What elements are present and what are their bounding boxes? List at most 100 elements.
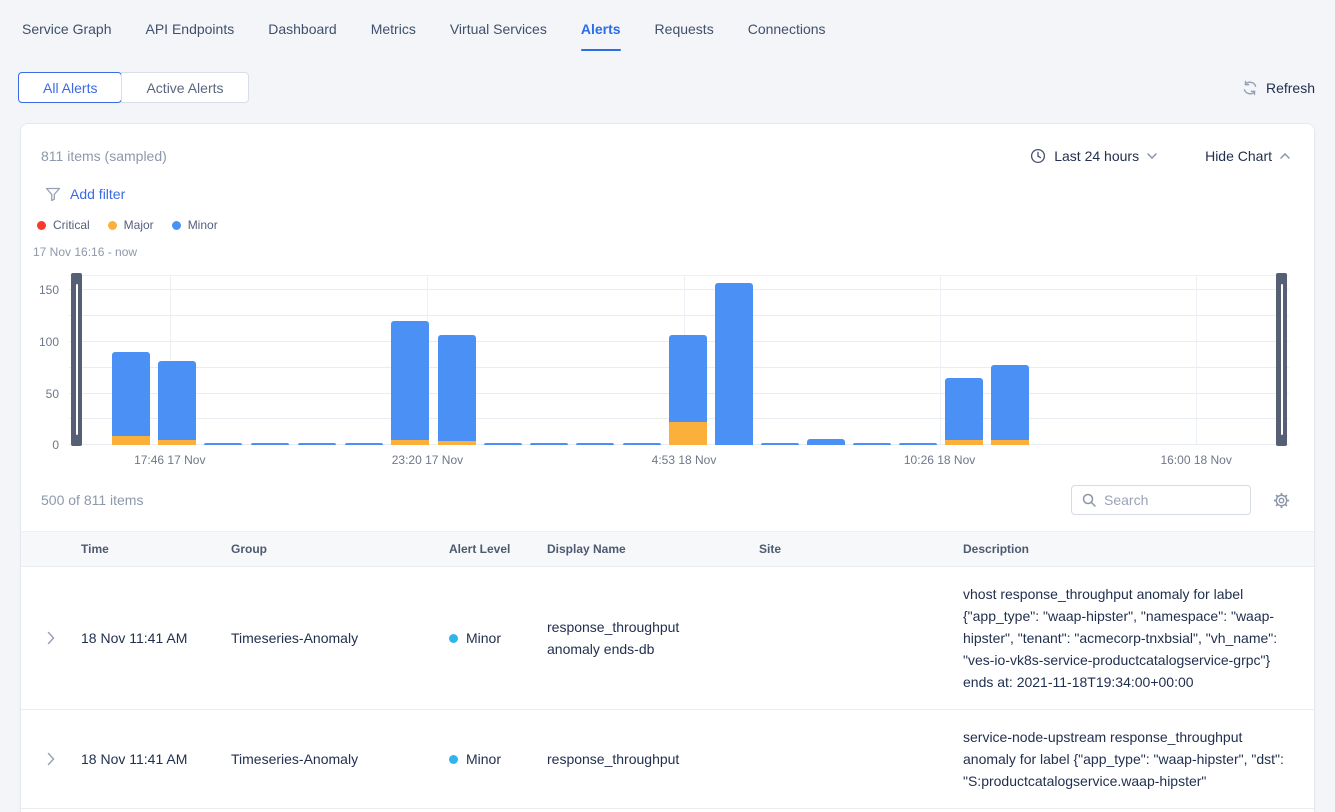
refresh-icon	[1242, 80, 1258, 96]
chart-bar[interactable]	[344, 442, 383, 445]
chart-bar[interactable]	[945, 378, 984, 445]
chart-bar[interactable]	[576, 442, 615, 445]
chart-bar[interactable]	[852, 442, 891, 445]
chart-bar[interactable]	[714, 283, 753, 445]
tab-alerts[interactable]: Alerts	[580, 21, 621, 51]
refresh-button[interactable]: Refresh	[1242, 80, 1315, 96]
column-header-description[interactable]: Description	[963, 542, 1030, 556]
chart-bar[interactable]	[623, 442, 662, 445]
tab-requests[interactable]: Requests	[654, 21, 714, 37]
legend-label: Critical	[53, 218, 90, 232]
column-header-group[interactable]: Group	[231, 542, 267, 556]
add-filter-button[interactable]: Add filter	[45, 186, 125, 202]
bar-segment-minor	[576, 442, 615, 445]
chart-bar[interactable]	[484, 442, 523, 445]
column-header-alert-level[interactable]: Alert Level	[449, 542, 511, 556]
table-settings-button[interactable]	[1273, 492, 1290, 509]
bar-segment-minor	[297, 442, 336, 445]
bar-segment-minor	[991, 364, 1030, 440]
time-range-value: Last 24 hours	[1054, 148, 1140, 164]
bar-segment-major	[111, 435, 150, 445]
chart-bar[interactable]	[157, 360, 196, 445]
expander-cell	[21, 631, 81, 645]
list-toolbar: 500 of 811 items	[41, 485, 1290, 515]
alerts-panel: 811 items (sampled) Last 24 hours Hide C…	[20, 123, 1315, 812]
bar-segment-major	[669, 422, 708, 445]
alert-level-dot	[449, 633, 458, 643]
table-row[interactable]: 18 Nov 11:41 AM Timeseries-Anomaly Minor re…	[21, 710, 1314, 809]
search-input[interactable]	[1104, 492, 1240, 508]
hide-chart-toggle[interactable]: Hide Chart	[1205, 148, 1290, 164]
bar-segment-minor	[852, 442, 891, 445]
filter-button-all-alerts[interactable]: All Alerts	[18, 72, 123, 103]
bar-segment-minor	[760, 442, 799, 445]
tab-service-graph[interactable]: Service Graph	[22, 21, 112, 37]
time-range-selector[interactable]: Last 24 hours	[1030, 148, 1157, 164]
cell-display-name: response_throughput	[547, 751, 680, 767]
tab-connections[interactable]: Connections	[747, 21, 826, 37]
y-tick-label: 0	[52, 438, 59, 452]
chart-bar[interactable]	[669, 334, 708, 445]
cell-alert-level: Minor	[449, 630, 547, 646]
chart-bar[interactable]	[111, 352, 150, 445]
filter-funnel-icon	[45, 187, 61, 202]
cell-time: 18 Nov 11:41 AM	[81, 630, 188, 646]
y-tick-label: 100	[38, 334, 59, 349]
bar-segment-minor	[898, 442, 937, 445]
gridline-vertical	[169, 276, 171, 445]
alerts-toolbar: All Alerts Active Alerts Refresh	[18, 72, 1315, 103]
bar-segment-minor	[806, 438, 845, 445]
chart-bar[interactable]	[760, 442, 799, 445]
alerts-table: Time Group Alert Level Display Name Site Desc…	[21, 531, 1314, 809]
legend-dot-critical	[37, 220, 46, 230]
chart-bar[interactable]	[297, 442, 336, 445]
x-tick-label: 23:20 17 Nov	[391, 453, 464, 467]
legend-item-critical: Critical	[37, 218, 90, 232]
chart-bar[interactable]	[203, 442, 242, 445]
legend-item-major: Major	[107, 218, 154, 232]
gridline	[69, 315, 1289, 317]
column-header-time[interactable]: Time	[81, 542, 109, 556]
cell-description: vhost response_throughput anomaly for la…	[963, 586, 1278, 690]
bar-segment-minor	[669, 334, 708, 423]
chart-brush-handle-right[interactable]	[1276, 273, 1287, 446]
row-expand-chevron-icon[interactable]	[47, 752, 55, 766]
chart-bar[interactable]	[391, 321, 430, 445]
legend-dot-major	[107, 220, 117, 230]
legend-label: Major	[123, 218, 154, 232]
chart-bar[interactable]	[806, 438, 845, 445]
column-header-display-name[interactable]: Display Name	[547, 542, 626, 556]
hide-chart-label: Hide Chart	[1205, 148, 1272, 164]
table-header-row: Time Group Alert Level Display Name Site Desc…	[21, 531, 1314, 567]
gridline	[69, 289, 1289, 291]
y-tick-label: 150	[38, 283, 59, 298]
bar-segment-minor	[157, 360, 196, 440]
tab-metrics[interactable]: Metrics	[370, 21, 416, 37]
search-box	[1071, 485, 1251, 515]
column-header-site[interactable]: Site	[759, 542, 782, 556]
chart-bar[interactable]	[898, 442, 937, 445]
clock-icon	[1030, 148, 1046, 164]
bar-segment-minor	[530, 442, 569, 445]
x-tick-label: 10:26 18 Nov	[903, 453, 976, 467]
chart-bar[interactable]	[991, 364, 1030, 445]
filter-button-active-alerts[interactable]: Active Alerts	[121, 72, 249, 103]
cell-group: Timeseries-Anomaly	[231, 630, 359, 646]
x-tick-label: 16:00 18 Nov	[1160, 453, 1232, 467]
chart-bar[interactable]	[250, 442, 289, 445]
tab-dashboard[interactable]: Dashboard	[268, 21, 337, 37]
top-navigation: Service Graph API Endpoints Dashboard Metri…	[0, 0, 1335, 60]
row-expand-chevron-icon[interactable]	[47, 631, 55, 645]
x-tick-label: 17:46 17 Nov	[134, 453, 206, 467]
legend-dot-minor	[171, 220, 181, 230]
bar-segment-major	[991, 439, 1030, 445]
tab-virtual-services[interactable]: Virtual Services	[449, 21, 547, 37]
chart-brush-handle-left[interactable]	[71, 273, 82, 446]
x-tick-label: 4:53 18 Nov	[651, 453, 717, 467]
chart-bar[interactable]	[530, 442, 569, 445]
bar-segment-minor	[111, 352, 150, 436]
chart-bar[interactable]	[438, 334, 477, 445]
table-row[interactable]: 18 Nov 11:41 AM Timeseries-Anomaly Minor re…	[21, 567, 1314, 710]
add-filter-label: Add filter	[70, 186, 126, 202]
tab-api-endpoints[interactable]: API Endpoints	[145, 21, 235, 37]
